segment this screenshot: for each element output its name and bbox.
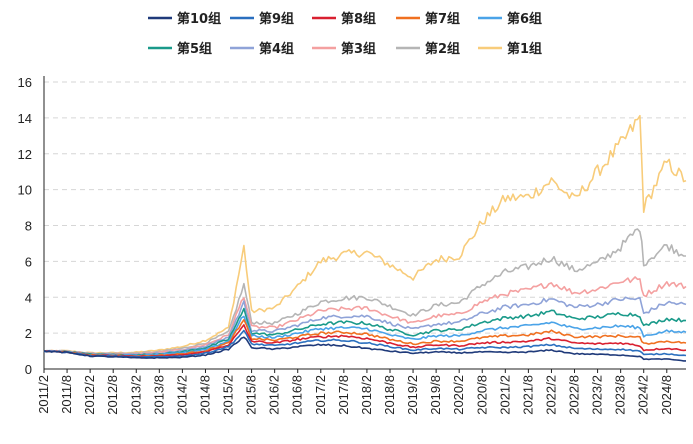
x-tick-label: 2022/2: [543, 375, 558, 415]
x-tick-label: 2023/8: [613, 375, 628, 415]
x-tick-label: 2013/2: [128, 375, 143, 415]
x-tick-label: 2023/2: [590, 375, 605, 415]
x-tick-label: 2018/2: [359, 375, 374, 415]
x-tick-label: 2016/2: [267, 375, 282, 415]
legend-label: 第3组: [341, 41, 376, 57]
x-tick-label: 2024/2: [636, 375, 651, 415]
x-tick-label: 2024/8: [659, 375, 674, 415]
series-line: [43, 114, 687, 355]
y-tick-label: 2: [25, 326, 32, 341]
x-tick-label: 2017/8: [336, 375, 351, 415]
x-axis: 2011/2 2011/8 2012/2 2012/8 2013/2 2013/8 2014…: [36, 368, 686, 415]
x-tick-label: 2013/8: [151, 375, 166, 415]
x-tick-label: 2017/2: [313, 375, 328, 415]
legend-label: 第2组: [425, 41, 460, 57]
series-line: [43, 296, 687, 356]
series-line: [43, 336, 686, 362]
legend-label: 第8组: [341, 11, 376, 27]
x-tick-label: 2020/2: [451, 375, 466, 415]
legend-label: 第10组: [177, 11, 221, 27]
y-axis: 0 2 4 6 8 10 12 14 16: [18, 75, 45, 377]
x-tick-label: 2011/8: [59, 375, 74, 414]
y-tick-label: 8: [25, 219, 32, 234]
legend-label: 第4组: [259, 41, 294, 57]
legend-label: 第1组: [507, 41, 542, 57]
legend-label: 第6组: [507, 11, 542, 27]
x-tick-label: 2015/8: [244, 375, 259, 415]
legend-label: 第7组: [425, 11, 460, 27]
series-lines: [43, 114, 687, 362]
x-tick-label: 2019/2: [405, 375, 420, 415]
x-tick-label: 2015/2: [221, 375, 236, 415]
x-tick-label: 2012/8: [105, 375, 120, 415]
x-tick-label: 2012/2: [82, 375, 97, 415]
series-line: [43, 329, 687, 359]
x-tick-label: 2014/2: [174, 375, 189, 415]
x-tick-label: 2016/8: [290, 375, 305, 415]
y-tick-label: 12: [18, 147, 32, 162]
y-tick-label: 0: [25, 362, 32, 377]
legend-label: 第5组: [177, 41, 212, 57]
gridlines: [44, 81, 686, 334]
x-tick-label: 2021/8: [520, 375, 535, 415]
x-tick-label: 2021/2: [497, 375, 512, 415]
x-tick-label: 2014/8: [197, 375, 212, 415]
x-tick-label: 2019/8: [428, 375, 443, 415]
y-tick-label: 4: [25, 290, 32, 305]
y-tick-label: 6: [25, 254, 32, 269]
y-tick-label: 14: [18, 111, 32, 126]
x-tick-label: 2020/8: [474, 375, 489, 415]
y-tick-label: 16: [18, 75, 32, 90]
x-tick-label: 2022/8: [567, 375, 582, 415]
legend-label: 第9组: [259, 11, 294, 27]
y-tick-label: 10: [18, 183, 32, 198]
x-tick-label: 2018/8: [382, 375, 397, 415]
x-tick-label: 2011/2: [36, 375, 51, 414]
